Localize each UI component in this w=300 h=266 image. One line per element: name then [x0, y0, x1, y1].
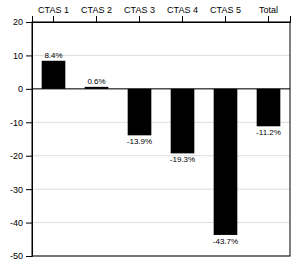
y-tick-label: -10 — [10, 118, 23, 128]
y-tick: -40 — [10, 218, 32, 228]
x-tick: CTAS 5 — [210, 5, 241, 22]
y-tick-label: 20 — [13, 17, 23, 27]
bars — [42, 61, 281, 235]
data-label: 0.6% — [87, 77, 105, 86]
grid-line — [32, 222, 290, 223]
x-tick-label: CTAS 3 — [124, 5, 155, 15]
y-tick-mark — [26, 89, 32, 90]
plot: -50-40-30-20-1001020CTAS 1CTAS 2CTAS 3CT… — [10, 5, 291, 261]
y-tick: -30 — [10, 185, 32, 195]
x-tick: CTAS 1 — [38, 5, 69, 22]
x-tick-mark — [225, 16, 226, 22]
x-tick: CTAS 4 — [167, 5, 198, 22]
x-tick-mark — [139, 16, 140, 22]
y-tick: 0 — [18, 84, 32, 94]
x-axis-line — [33, 16, 291, 23]
x-tick-label: CTAS 5 — [210, 5, 241, 15]
grid-line — [32, 122, 290, 123]
y-tick-label: -40 — [10, 218, 23, 228]
y-tick: 20 — [13, 17, 32, 27]
y-tick-mark — [26, 189, 32, 190]
x-tick-label: CTAS 2 — [81, 5, 112, 15]
x-tick: CTAS 2 — [81, 5, 112, 22]
y-tick-mark — [26, 223, 32, 224]
y-tick: 10 — [13, 51, 32, 61]
grid-line — [32, 55, 290, 56]
x-tick-mark — [53, 16, 54, 22]
data-labels: 8.4% 0.6% -13.9% -19.3% -43.7% -11.2% — [44, 51, 281, 246]
grid-line — [32, 155, 290, 156]
grid — [32, 22, 290, 256]
y-axis: -50 -40 -30 -20 -10 0 10 20 — [10, 17, 33, 261]
y-tick-label: -50 — [10, 251, 23, 261]
bar — [214, 89, 238, 235]
zero-line — [32, 88, 290, 89]
x-tick-label: CTAS 1 — [38, 5, 69, 15]
y-tick-label: 0 — [18, 84, 23, 94]
x-tick-mark — [182, 16, 183, 22]
chart: -50-40-30-20-1001020CTAS 1CTAS 2CTAS 3CT… — [0, 0, 300, 266]
y-tick-mark — [26, 122, 32, 123]
grid-line — [32, 88, 290, 89]
y-axis-line — [26, 23, 33, 257]
y-tick-label: -30 — [10, 185, 23, 195]
y-tick-mark — [26, 22, 32, 23]
y-tick: -10 — [10, 118, 32, 128]
y-tick-label: -20 — [10, 151, 23, 161]
frame — [32, 22, 290, 256]
data-label: -19.3% — [170, 155, 195, 164]
x-tick: CTAS 3 — [124, 5, 155, 22]
data-label: 8.4% — [44, 51, 62, 60]
y-tick-mark — [26, 256, 32, 257]
x-tick-label: Total — [259, 5, 278, 15]
bar — [257, 89, 281, 126]
y-tick: -20 — [10, 151, 32, 161]
data-label: -11.2% — [256, 128, 281, 137]
bar — [42, 61, 66, 89]
bar — [171, 89, 195, 154]
y-tick-mark — [26, 156, 32, 157]
data-label: -43.7% — [213, 237, 238, 246]
y-tick-label: 10 — [13, 51, 23, 61]
grid-line — [32, 189, 290, 190]
x-axis: CTAS 1 CTAS 2 CTAS 3 CTAS 4 CTAS 5 Total — [33, 5, 291, 23]
y-tick: -50 — [10, 251, 32, 261]
x-tick-label: CTAS 4 — [167, 5, 198, 15]
x-tick-mark — [96, 16, 97, 22]
x-tick: Total — [259, 5, 278, 22]
x-tick-mark — [268, 16, 269, 22]
y-tick-mark — [26, 55, 32, 56]
bar — [128, 89, 152, 135]
data-label: -13.9% — [127, 137, 152, 146]
